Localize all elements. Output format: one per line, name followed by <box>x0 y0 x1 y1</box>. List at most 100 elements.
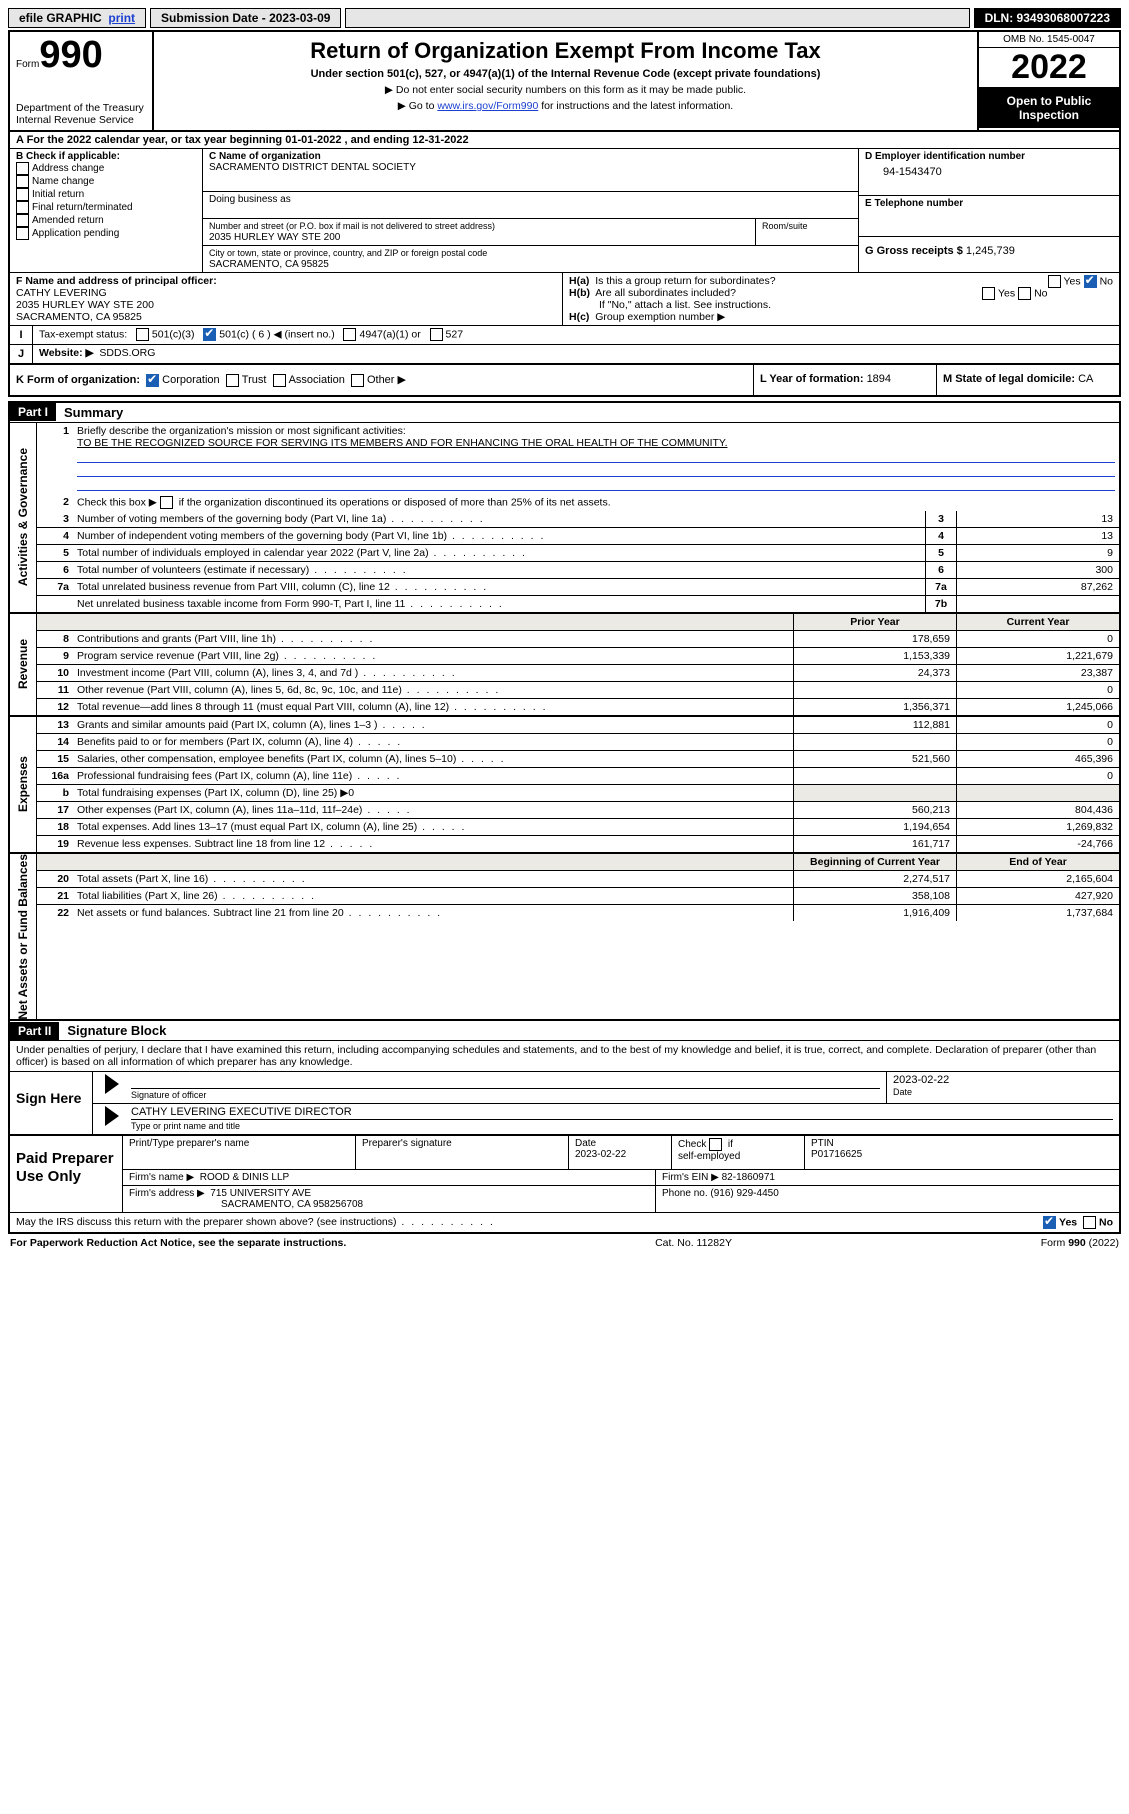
gross-value: 1,245,739 <box>966 245 1015 257</box>
print-link[interactable]: print <box>108 11 135 25</box>
arrow-icon <box>105 1074 119 1094</box>
irs-link[interactable]: www.irs.gov/Form990 <box>437 100 538 112</box>
declaration: Under penalties of perjury, I declare th… <box>8 1041 1121 1071</box>
sig-date: 2023-02-22 <box>893 1074 949 1086</box>
chk-corp[interactable] <box>146 374 159 387</box>
chk-ha-no[interactable] <box>1084 275 1097 288</box>
chk-hb-yes[interactable] <box>982 287 995 300</box>
chk-other[interactable] <box>351 374 364 387</box>
part2-title: Part II <box>10 1022 59 1040</box>
chk-assoc[interactable] <box>273 374 286 387</box>
part1-subtitle: Summary <box>56 403 131 422</box>
year-formation: 1894 <box>867 373 891 385</box>
city-state-zip: SACRAMENTO, CA 95825 <box>209 259 329 270</box>
pp-date-label: Date <box>575 1138 596 1149</box>
col-c: C Name of organizationSACRAMENTO DISTRIC… <box>203 149 859 272</box>
chk-501c[interactable] <box>203 328 216 341</box>
part1-rev: Revenue Prior YearCurrent Year8Contribut… <box>8 614 1121 717</box>
line-klm: K Form of organization: Corporation Trus… <box>8 365 1121 397</box>
line-j: J Website: ▶ SDDS.ORG <box>8 345 1121 365</box>
chk-may-yes[interactable] <box>1043 1216 1056 1229</box>
state-domicile: CA <box>1078 373 1093 385</box>
dept-label: Department of the Treasury Internal Reve… <box>16 102 146 126</box>
m-label: M State of legal domicile: <box>943 373 1078 385</box>
firm-addr1: 715 UNIVERSITY AVE <box>210 1188 311 1199</box>
form-number: 990 <box>39 34 102 76</box>
chk-final-return[interactable] <box>16 201 29 214</box>
signature-block: Sign Here Signature of officer 2023-02-2… <box>8 1071 1121 1234</box>
chk-self-employed[interactable] <box>709 1138 722 1151</box>
part2-header: Part II Signature Block <box>8 1021 1121 1041</box>
i-label: Tax-exempt status: <box>39 328 127 340</box>
chk-application-pending[interactable] <box>16 227 29 240</box>
line-a: A For the 2022 calendar year, or tax yea… <box>8 132 1121 149</box>
chk-hb-no[interactable] <box>1018 287 1031 300</box>
firm-addr-label: Firm's address ▶ <box>129 1188 205 1199</box>
chk-501c3[interactable] <box>136 328 149 341</box>
chk-ha-yes[interactable] <box>1048 275 1061 288</box>
firm-name: ROOD & DINIS LLP <box>200 1172 289 1183</box>
open-inspection: Open to Public Inspection <box>979 88 1119 128</box>
paid-label: Paid Preparer Use Only <box>10 1136 123 1212</box>
pp-date: 2023-02-22 <box>575 1149 626 1160</box>
cat-no: Cat. No. 11282Y <box>655 1237 732 1249</box>
form-ref: Form 990 (2022) <box>1041 1237 1119 1249</box>
website-value: SDDS.ORG <box>99 347 155 359</box>
f-label: F Name and address of principal officer: <box>16 275 217 287</box>
form-title: Return of Organization Exempt From Incom… <box>162 38 969 64</box>
footer: For Paperwork Reduction Act Notice, see … <box>8 1234 1121 1252</box>
form-header: Form990 Department of the Treasury Inter… <box>8 30 1121 132</box>
side-revenue: Revenue <box>10 614 37 715</box>
typed-label: Type or print name and title <box>131 1121 240 1131</box>
submission-label: Submission Date - 2023-03-09 <box>150 8 341 28</box>
line-i: I Tax-exempt status: 501(c)(3) 501(c) ( … <box>8 326 1121 345</box>
pp-name-label: Print/Type preparer's name <box>129 1138 249 1149</box>
firm-ein: 82-1860971 <box>722 1172 775 1183</box>
pp-sig-label: Preparer's signature <box>362 1138 452 1149</box>
col-b: B Check if applicable: Address change Na… <box>10 149 203 272</box>
officer-addr1: 2035 HURLEY WAY STE 200 <box>16 299 154 311</box>
website-label: Website: ▶ <box>39 347 94 359</box>
col-d: D Employer identification number 94-1543… <box>859 149 1119 272</box>
chk-527[interactable] <box>430 328 443 341</box>
firm-phone-label: Phone no. <box>662 1188 710 1199</box>
chk-4947[interactable] <box>343 328 356 341</box>
chk-trust[interactable] <box>226 374 239 387</box>
org-name: SACRAMENTO DISTRICT DENTAL SOCIETY <box>209 162 416 173</box>
room-label: Room/suite <box>762 221 808 231</box>
form-note2: ▶ Go to www.irs.gov/Form990 for instruct… <box>162 100 969 112</box>
b-label: B Check if applicable: <box>16 151 196 162</box>
topbar-spacer <box>345 8 969 28</box>
hb-label: Are all subordinates included? <box>595 287 736 299</box>
chk-address-change[interactable] <box>16 162 29 175</box>
form-note1: ▶ Do not enter social security numbers o… <box>162 84 969 96</box>
part1-body: Activities & Governance 1Briefly describ… <box>8 423 1121 614</box>
ha-label: Is this a group return for subordinates? <box>595 275 775 287</box>
part1-header: Part I Summary <box>8 401 1121 423</box>
arrow-icon <box>105 1106 119 1126</box>
part2-subtitle: Signature Block <box>59 1021 174 1040</box>
gross-label: G Gross receipts $ <box>865 245 966 257</box>
pp-check-label: Check ifself-employed <box>678 1139 740 1162</box>
omb-number: OMB No. 1545-0047 <box>979 32 1119 48</box>
top-bar: efile GRAPHIC print Submission Date - 20… <box>8 8 1121 28</box>
part1-exp: Expenses 13Grants and similar amounts pa… <box>8 717 1121 854</box>
k-label: K Form of organization: <box>16 374 140 386</box>
paid-preparer: Paid Preparer Use Only Print/Type prepar… <box>10 1135 1119 1212</box>
may-discuss: May the IRS discuss this return with the… <box>10 1212 1119 1232</box>
tax-year: 2022 <box>979 48 1119 88</box>
chk-name-change[interactable] <box>16 175 29 188</box>
date-label: Date <box>893 1087 912 1097</box>
chk-amended-return[interactable] <box>16 214 29 227</box>
block-fh: F Name and address of principal officer:… <box>8 273 1121 326</box>
firm-ein-label: Firm's EIN ▶ <box>662 1172 722 1183</box>
firm-phone: (916) 929-4450 <box>710 1188 778 1199</box>
phone-value <box>859 211 1119 219</box>
chk-may-no[interactable] <box>1083 1216 1096 1229</box>
ein-label: D Employer identification number <box>859 149 1119 164</box>
chk-initial-return[interactable] <box>16 188 29 201</box>
city-label: City or town, state or province, country… <box>209 248 487 258</box>
addr-label: Number and street (or P.O. box if mail i… <box>209 221 495 231</box>
side-governance: Activities & Governance <box>10 423 37 612</box>
dba-label: Doing business as <box>209 194 291 205</box>
